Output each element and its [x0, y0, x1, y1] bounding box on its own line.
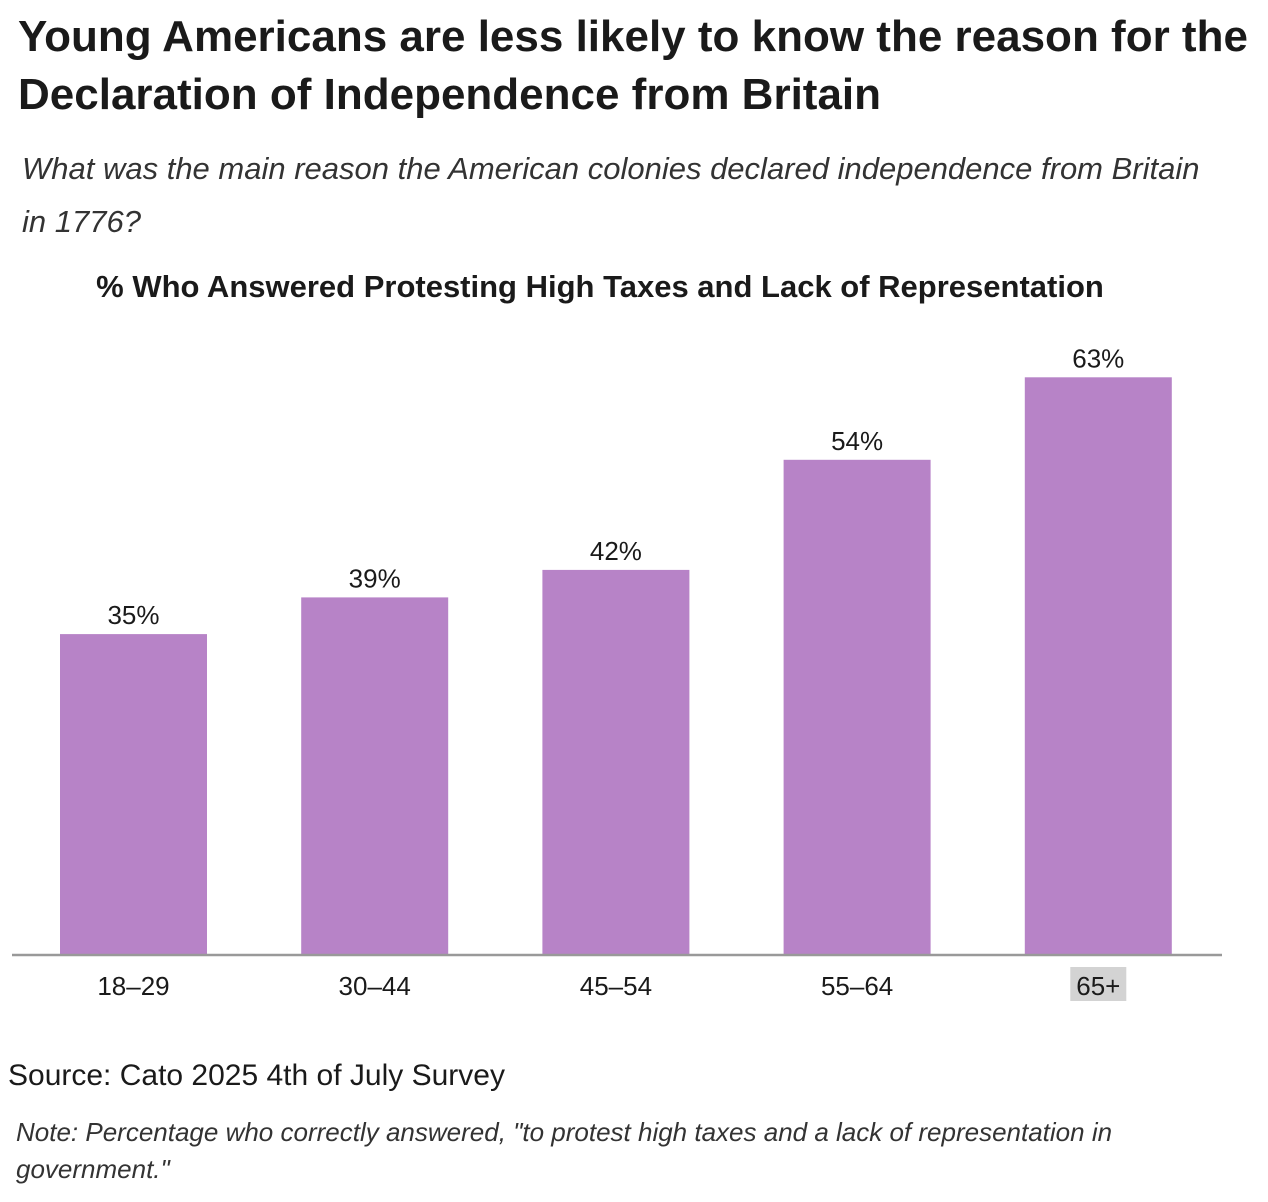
bar-chart: 35% 18–29 39% 30–44 42% 45–54 54% 55–64 63% 65+ — [12, 343, 1222, 1001]
bar-0 — [60, 634, 207, 955]
x-tick-label-2: 45–54 — [580, 971, 652, 1001]
footnote: Note: Percentage who correctly answered,… — [16, 1117, 1113, 1184]
x-tick-label-0: 18–29 — [97, 971, 169, 1001]
chart-title-heading: Young Americans are less likely to know … — [18, 12, 1248, 119]
plot-title: % Who Answered Protesting High Taxes and… — [96, 269, 1104, 304]
chart-subtitle: What was the main reason the American co… — [22, 151, 1200, 239]
data-label-4: 63% — [1072, 343, 1124, 373]
data-label-0: 35% — [107, 600, 159, 630]
bar-4 — [1024, 377, 1172, 955]
x-tick-label-1: 30–44 — [339, 971, 411, 1001]
bar-3 — [783, 459, 931, 955]
bar-2 — [542, 569, 690, 955]
x-tick-label-3: 55–64 — [821, 971, 893, 1001]
source-note: Source: Cato 2025 4th of July Survey — [8, 1059, 505, 1092]
data-label-2: 42% — [590, 536, 642, 566]
data-label-1: 39% — [349, 563, 401, 593]
data-label-3: 54% — [831, 426, 883, 456]
x-tick-label-4: 65+ — [1076, 971, 1120, 1001]
bar-1 — [301, 597, 449, 955]
tick-label-highlight — [1070, 967, 1127, 1001]
